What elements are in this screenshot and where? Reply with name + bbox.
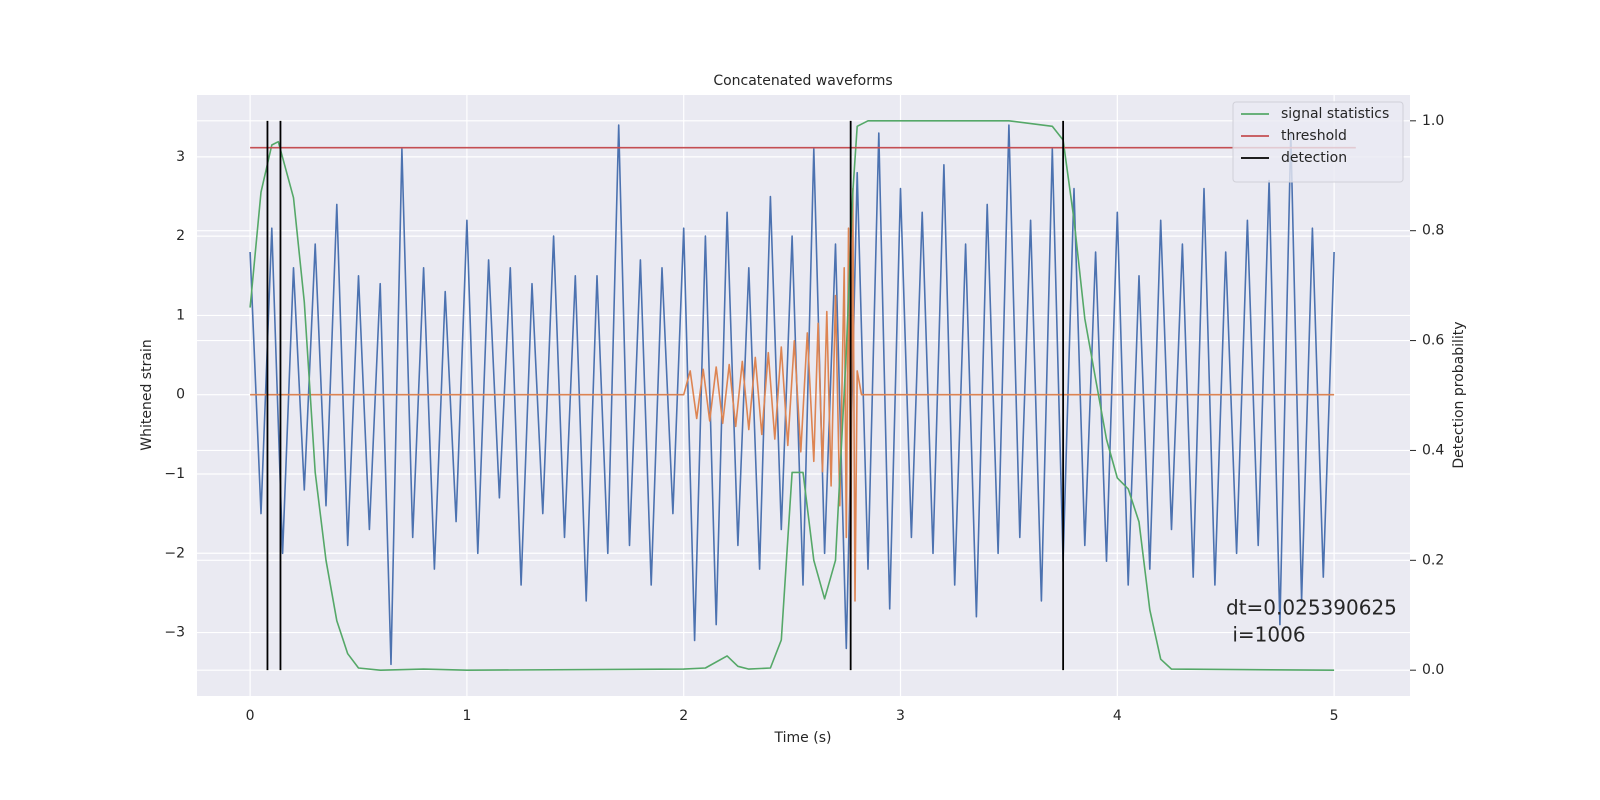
y-tick-label: 1 [176, 307, 185, 323]
y2-tick-label: 0.6 [1422, 333, 1444, 349]
series-line [249, 124, 1335, 666]
y2-tick-label: 1.0 [1422, 113, 1444, 129]
y-tick-label: 3 [176, 149, 185, 165]
x-tick-label: 0 [246, 708, 255, 724]
y2-tick-label: 0.8 [1422, 223, 1444, 239]
y2-tick-label: 0.0 [1422, 662, 1444, 678]
series-line [249, 120, 1335, 671]
y2-axis-label: Detection probability [1451, 321, 1467, 468]
x-tick-label: 2 [679, 708, 688, 724]
x-tick-label: 5 [1330, 708, 1339, 724]
x-tick-label: 4 [1113, 708, 1122, 724]
y-axis-label: Whitened strain [139, 339, 155, 450]
y2-tick-label: 0.2 [1422, 552, 1444, 568]
y-tick-label: 2 [176, 228, 185, 244]
annotation-line: dt=0.025390625 [1226, 596, 1397, 620]
marks [249, 120, 1356, 671]
annotation-line: i=1006 [1226, 623, 1306, 647]
chart-title: Concatenated waveforms [713, 73, 892, 89]
x-tick-label: 3 [896, 708, 905, 724]
series-line [250, 187, 1335, 602]
y-tick-label: −1 [164, 466, 185, 482]
overlay: dt=0.025390625 i=1006 signal statistics th… [1226, 101, 1404, 647]
y-tick-label: 0 [176, 387, 185, 403]
legend-label: threshold [1281, 128, 1347, 144]
y2-tick-label: 0.4 [1422, 442, 1444, 458]
x-axis-label: Time (s) [774, 730, 832, 746]
y-tick-label: −2 [164, 545, 185, 561]
legend-label: signal statistics [1281, 106, 1389, 122]
legend-label: detection [1281, 150, 1347, 166]
x-tick-label: 1 [462, 708, 471, 724]
legend-box [1232, 101, 1404, 183]
y-tick-label: −3 [164, 625, 185, 641]
